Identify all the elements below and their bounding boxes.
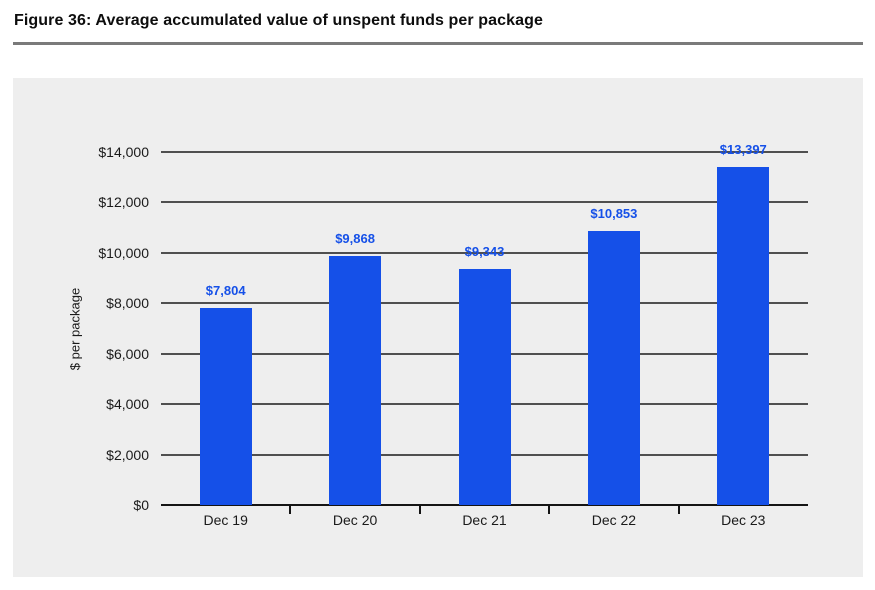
bar bbox=[587, 231, 640, 505]
y-tick-label: $10,000 bbox=[98, 244, 149, 261]
x-tick-label: Dec 21 bbox=[462, 512, 507, 528]
bar-value-label: $9,868 bbox=[335, 231, 375, 247]
x-tick-mark bbox=[677, 505, 680, 514]
y-tick-label: $6,000 bbox=[106, 345, 149, 362]
gridline bbox=[161, 151, 808, 153]
chart-panel: $ per package $0 $2,000 $4,000 $6,000 $8,000… bbox=[13, 78, 863, 577]
x-axis-line bbox=[161, 504, 808, 506]
x-tick-mark bbox=[418, 505, 421, 514]
y-tick-label: $4,000 bbox=[106, 396, 149, 413]
x-tick-label: Dec 23 bbox=[721, 512, 766, 528]
bar bbox=[717, 167, 770, 505]
bar bbox=[458, 269, 511, 505]
y-tick-label: $0 bbox=[133, 497, 149, 513]
gridline bbox=[161, 201, 808, 204]
bar-value-label: $13,397 bbox=[719, 142, 767, 158]
gridline bbox=[161, 251, 808, 254]
x-tick-label: Dec 20 bbox=[332, 512, 378, 528]
bar bbox=[329, 256, 382, 505]
x-tick-mark bbox=[548, 505, 551, 514]
y-tick-label: $8,000 bbox=[106, 295, 149, 312]
y-tick-label: $14,000 bbox=[98, 144, 149, 160]
y-tick-label: $2,000 bbox=[106, 446, 149, 463]
x-tick-label: Dec 22 bbox=[591, 512, 637, 528]
bar-value-label: $10,853 bbox=[590, 206, 638, 222]
bar bbox=[199, 308, 252, 505]
bar-value-label: $7,804 bbox=[205, 283, 246, 299]
figure-title: Figure 36: Average accumulated value of … bbox=[14, 12, 544, 29]
x-tick-label: Dec 19 bbox=[203, 512, 248, 528]
x-tick-mark bbox=[289, 505, 292, 514]
y-tick-label: $12,000 bbox=[98, 194, 149, 211]
bar-value-label: $9,343 bbox=[464, 244, 505, 260]
title-divider bbox=[13, 42, 863, 45]
